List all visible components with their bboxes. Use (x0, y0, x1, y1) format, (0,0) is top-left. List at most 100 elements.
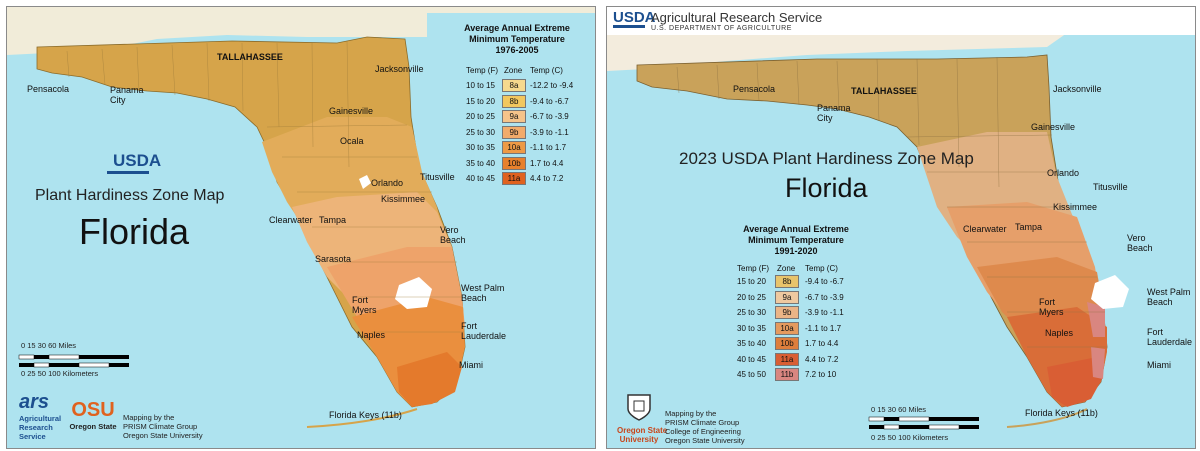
city-label: Orlando (371, 178, 404, 188)
legend-zone-swatch: 11a (502, 172, 526, 185)
legend-temp-f: 15 to 20 (466, 96, 495, 106)
legend-temp-c: -1.1 to 1.7 (530, 143, 567, 152)
osu-logo: OSU Oregon State (69, 399, 117, 431)
city-label: TALLAHASSEE (217, 52, 283, 62)
legend-row: 30 to 35 10a -1.1 to 1.7 (466, 141, 595, 154)
city-label: Tampa (1015, 222, 1043, 232)
city-label: Panama City (817, 103, 851, 123)
city-label: Kissimmee (1053, 202, 1098, 212)
legend-temp-f: 35 to 40 (466, 158, 495, 168)
legend-temp-f: 20 to 25 (466, 112, 495, 121)
city-label: West Palm Beach (1147, 287, 1191, 307)
osu-logo: Oregon State University (617, 393, 667, 444)
legend-zone-swatch: 8a (502, 79, 526, 92)
legend-temp-c: 1.7 to 4.4 (805, 339, 839, 348)
legend-row: 20 to 25 9a -6.7 to -3.9 (737, 290, 867, 304)
legend-temp-f: 10 to 15 (466, 81, 495, 90)
legend-temp-f: 40 to 45 (737, 354, 766, 364)
legend-row: 40 to 45 11a 4.4 to 7.2 (466, 172, 595, 185)
legend-row: 20 to 25 9a -6.7 to -3.9 (466, 110, 595, 123)
left-map-panel: Pensacola Panama City TALLAHASSEE Jackso… (6, 6, 596, 449)
usda-logo: USDA (113, 151, 162, 170)
legend-temp-f: 30 to 35 (466, 143, 495, 152)
city-label: Titusville (420, 172, 455, 182)
legend-temp-f: 25 to 30 (737, 308, 766, 317)
ars-logo: ars Agricultural Research Service (19, 391, 62, 441)
city-label: Florida Keys (11b) (329, 410, 402, 420)
legend-zone-swatch: 9a (775, 290, 799, 304)
legend-temp-c: -3.9 to -1.1 (805, 308, 844, 317)
legend-temp-c: 1.7 to 4.4 (530, 158, 564, 168)
city-label: Gainesville (1031, 122, 1076, 132)
legend-temp-c: -6.7 to -3.9 (530, 112, 569, 121)
city-label: West Palm Beach (461, 283, 505, 303)
credits: Mapping by the PRISM Climate Group Orego… (123, 413, 203, 440)
city-label: Orlando (1047, 168, 1080, 178)
legend-row: 45 to 50 11b 7.2 to 10 (737, 368, 867, 381)
legend-zone-swatch: 9a (502, 110, 526, 123)
legend-temp-c: -9.4 to -6.7 (805, 277, 844, 286)
city-label: Naples (357, 330, 386, 340)
legend-header: Temp (F) Zone Temp (C) (466, 66, 563, 75)
legend-temp-c: -9.4 to -6.7 (530, 96, 569, 106)
credits: Mapping by the PRISM Climate Group Colle… (665, 409, 745, 445)
legend-row: 15 to 20 8b -9.4 to -6.7 (737, 275, 867, 288)
legend-temp-c: -1.1 to 1.7 (805, 323, 842, 333)
osu-shield-icon (627, 394, 651, 421)
city-label: Jacksonville (1053, 84, 1102, 94)
city-label: Kissimmee (381, 194, 426, 204)
city-label: Fort Myers (352, 295, 377, 315)
legend-row: 10 to 15 8a -12.2 to -9.4 (466, 79, 595, 92)
scale-km: 0 25 50 100 Kilometers (21, 369, 99, 378)
state-name: Florida (79, 211, 190, 252)
usda-logo-mark (107, 171, 149, 174)
legend-temp-f: 40 to 45 (466, 174, 495, 183)
city-label: Miami (1147, 360, 1171, 370)
legend-row: 25 to 30 9b -3.9 to -1.1 (737, 306, 867, 319)
city-label: Naples (1045, 328, 1074, 338)
legend-row: 30 to 35 10a -1.1 to 1.7 (737, 321, 867, 335)
legend-temp-c: -12.2 to -9.4 (530, 81, 574, 90)
city-label: Clearwater (963, 224, 1007, 234)
legend-row: 35 to 40 10b 1.7 to 4.4 (737, 337, 867, 350)
scale-miles: 0 15 30 60 Miles (871, 405, 927, 414)
scale-miles: 0 15 30 60 Miles (21, 341, 77, 350)
scale-km: 0 25 50 100 Kilometers (871, 433, 949, 442)
legend-temp-c: -3.9 to -1.1 (530, 127, 569, 137)
legend-row: 25 to 30 9b -3.9 to -1.1 (466, 125, 595, 139)
legend-zone-swatch: 10b (502, 156, 526, 170)
city-label: Ocala (340, 136, 364, 146)
legend-row: 40 to 45 11a 4.4 to 7.2 (737, 352, 867, 366)
legend-temp-f: 30 to 35 (737, 323, 766, 333)
legend-temp-c: 4.4 to 7.2 (530, 174, 564, 183)
city-label: Panama City (110, 85, 144, 105)
legend-zone-swatch: 8b (502, 94, 526, 108)
legend-zone-swatch: 10a (775, 321, 799, 335)
legend-zone-swatch: 10a (502, 141, 526, 154)
city-label: TALLAHASSEE (851, 86, 917, 96)
left-florida-map (7, 7, 595, 428)
legend-temp-c: 4.4 to 7.2 (805, 354, 839, 364)
legend-zone-swatch: 9b (502, 125, 526, 139)
ars-mark-icon: ars (19, 391, 50, 413)
usda-logo-mark (613, 25, 645, 28)
legend-row: 35 to 40 10b 1.7 to 4.4 (466, 156, 595, 170)
legend-title: Average Annual Extreme Minimum Temperatu… (743, 224, 849, 256)
department-name: U.S. DEPARTMENT OF AGRICULTURE (651, 25, 792, 32)
city-label: Vero Beach (1127, 233, 1153, 253)
city-label: Florida Keys (11b) (1025, 408, 1098, 418)
usda-logo: USDA (613, 9, 656, 26)
city-label: Pensacola (733, 84, 776, 94)
map-title: 2023 USDA Plant Hardiness Zone Map (679, 149, 974, 168)
legend-temp-f: 15 to 20 (737, 277, 766, 286)
state-name: Florida (785, 173, 868, 203)
legend-temp-f: 25 to 30 (466, 127, 495, 137)
city-label: Miami (459, 360, 483, 370)
city-label: Gainesville (329, 106, 374, 116)
city-label: Fort Lauderdale (1147, 327, 1193, 347)
legend-header: Temp (F) Zone Temp (C) (737, 264, 838, 273)
legend-title: Average Annual Extreme Minimum Temperatu… (464, 23, 570, 55)
right-florida-map (607, 7, 1195, 430)
city-label: Clearwater (269, 215, 313, 225)
city-label: Pensacola (27, 84, 70, 94)
